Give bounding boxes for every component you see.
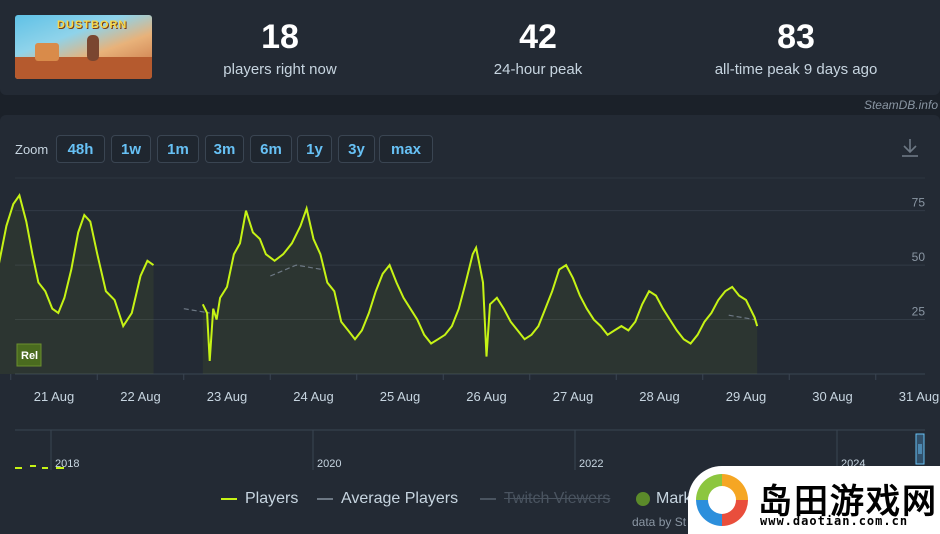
steamdb-credit[interactable]: SteamDB.info (863, 98, 938, 112)
x-tick-label: 21 Aug (34, 389, 75, 404)
stats-header: DUSTBORN 18 players right now 42 24-hour… (0, 0, 940, 95)
rel-badge[interactable]: Rel (16, 343, 42, 367)
stat-value: 83 (777, 18, 815, 56)
thumbnail-character (87, 35, 99, 61)
x-tick-label: 31 Aug (899, 389, 940, 404)
thumbnail-vehicle (35, 43, 59, 61)
zoom-max-button[interactable]: max (379, 135, 433, 163)
legend-players[interactable]: Players (221, 490, 298, 508)
zoom-3y-button[interactable]: 3y (338, 135, 375, 163)
y-tick-label: 75 (912, 196, 926, 210)
stat-players-now: 18 players right now (170, 18, 390, 78)
y-tick-label: 50 (912, 250, 926, 264)
legend-average-players[interactable]: Average Players (317, 490, 458, 508)
average-players-line (183, 264, 755, 321)
zoom-label: Zoom (15, 142, 49, 157)
stat-label: players right now (223, 61, 337, 78)
legend-label: Players (245, 490, 299, 507)
download-icon[interactable] (900, 137, 920, 164)
navigator[interactable]: 2018 2020 2022 2024 (15, 429, 925, 470)
legend-swatch (636, 492, 650, 506)
y-tick-label: 25 (912, 305, 926, 319)
navigator-year: 2020 (317, 458, 341, 470)
data-credit: data by St (632, 515, 687, 529)
x-tick-label: 27 Aug (553, 389, 594, 404)
stat-value: 42 (519, 18, 557, 56)
legend-swatch (480, 498, 496, 500)
game-thumbnail[interactable]: DUSTBORN (15, 15, 152, 79)
x-tick-label: 22 Aug (120, 389, 161, 404)
legend-mark[interactable]: Mark (636, 490, 692, 508)
watermark-text: 岛田游戏网 (758, 482, 938, 522)
x-axis-labels: 21 Aug 22 Aug 23 Aug 24 Aug 25 Aug 26 Aug 27 A… (34, 389, 940, 404)
x-tick-label: 30 Aug (812, 389, 853, 404)
legend-label: Mark (656, 490, 692, 507)
stat-label: 24-hour peak (493, 61, 583, 78)
navigator-handle[interactable] (915, 433, 925, 465)
legend-label: Twitch Viewers (504, 490, 611, 507)
legend-swatch (221, 498, 237, 500)
y-axis-labels: 25 50 75 (912, 196, 926, 319)
stat-24h-peak: 42 24-hour peak (428, 18, 648, 78)
x-tick-label: 26 Aug (466, 389, 507, 404)
zoom-3m-button[interactable]: 3m (205, 135, 244, 163)
zoom-1w-button[interactable]: 1w (111, 135, 151, 163)
stat-label: all-time peak 9 days ago (714, 61, 878, 78)
legend-twitch-viewers[interactable]: Twitch Viewers (480, 490, 610, 508)
game-logo: DUSTBORN (57, 19, 128, 31)
x-tick-label: 28 Aug (639, 389, 680, 404)
watermark-logo-icon (696, 474, 748, 526)
x-tick-label: 23 Aug (207, 389, 248, 404)
stat-all-time-peak: 83 all-time peak 9 days ago (686, 18, 906, 78)
navigator-year: 2022 (579, 458, 603, 470)
x-tick-label: 25 Aug (380, 389, 421, 404)
x-tick-label: 29 Aug (726, 389, 767, 404)
legend-label: Average Players (341, 490, 459, 507)
chart-panel (0, 115, 940, 534)
zoom-6m-button[interactable]: 6m (250, 135, 292, 163)
zoom-1m-button[interactable]: 1m (157, 135, 199, 163)
x-tick-label: 24 Aug (293, 389, 334, 404)
rel-badge-label: Rel (21, 350, 38, 362)
stat-value: 18 (261, 18, 299, 56)
thumbnail-ground (15, 57, 152, 79)
watermark-url: www.daotian.com.cn (760, 514, 909, 528)
legend-swatch (317, 498, 333, 500)
zoom-48h-button[interactable]: 48h (56, 135, 105, 163)
zoom-1y-button[interactable]: 1y (297, 135, 332, 163)
players-line (0, 193, 759, 361)
watermark: 岛田游戏网 www.daotian.com.cn (688, 466, 940, 534)
